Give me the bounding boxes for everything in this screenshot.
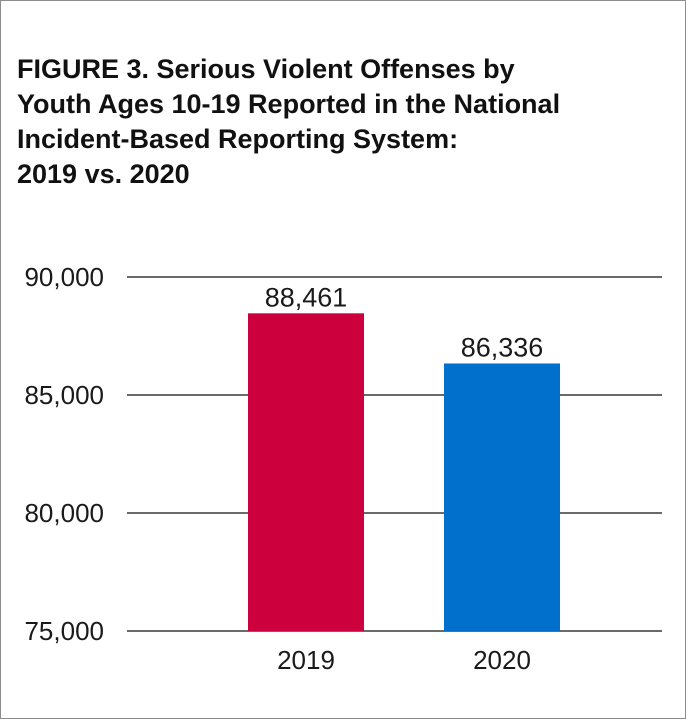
data-label: 86,336 — [461, 332, 544, 362]
title-line-1: FIGURE 3. Serious Violent Offenses by — [17, 54, 515, 84]
title-line-4: 2019 vs. 2020 — [17, 159, 190, 189]
data-label: 88,461 — [265, 282, 348, 312]
bar — [248, 313, 364, 631]
y-tick-label: 75,000 — [24, 616, 104, 646]
y-tick-label: 80,000 — [24, 498, 104, 528]
figure-title: FIGURE 3. Serious Violent Offenses by Yo… — [17, 52, 657, 192]
bar — [444, 363, 560, 631]
x-tick-label: 2019 — [277, 645, 335, 675]
title-line-2: Youth Ages 10-19 Reported in the Nationa… — [17, 89, 561, 119]
title-line-3: Incident-Based Reporting System: — [17, 124, 459, 154]
x-tick-label: 2020 — [473, 645, 531, 675]
y-tick-label: 85,000 — [24, 380, 104, 410]
y-tick-label: 90,000 — [24, 262, 104, 292]
